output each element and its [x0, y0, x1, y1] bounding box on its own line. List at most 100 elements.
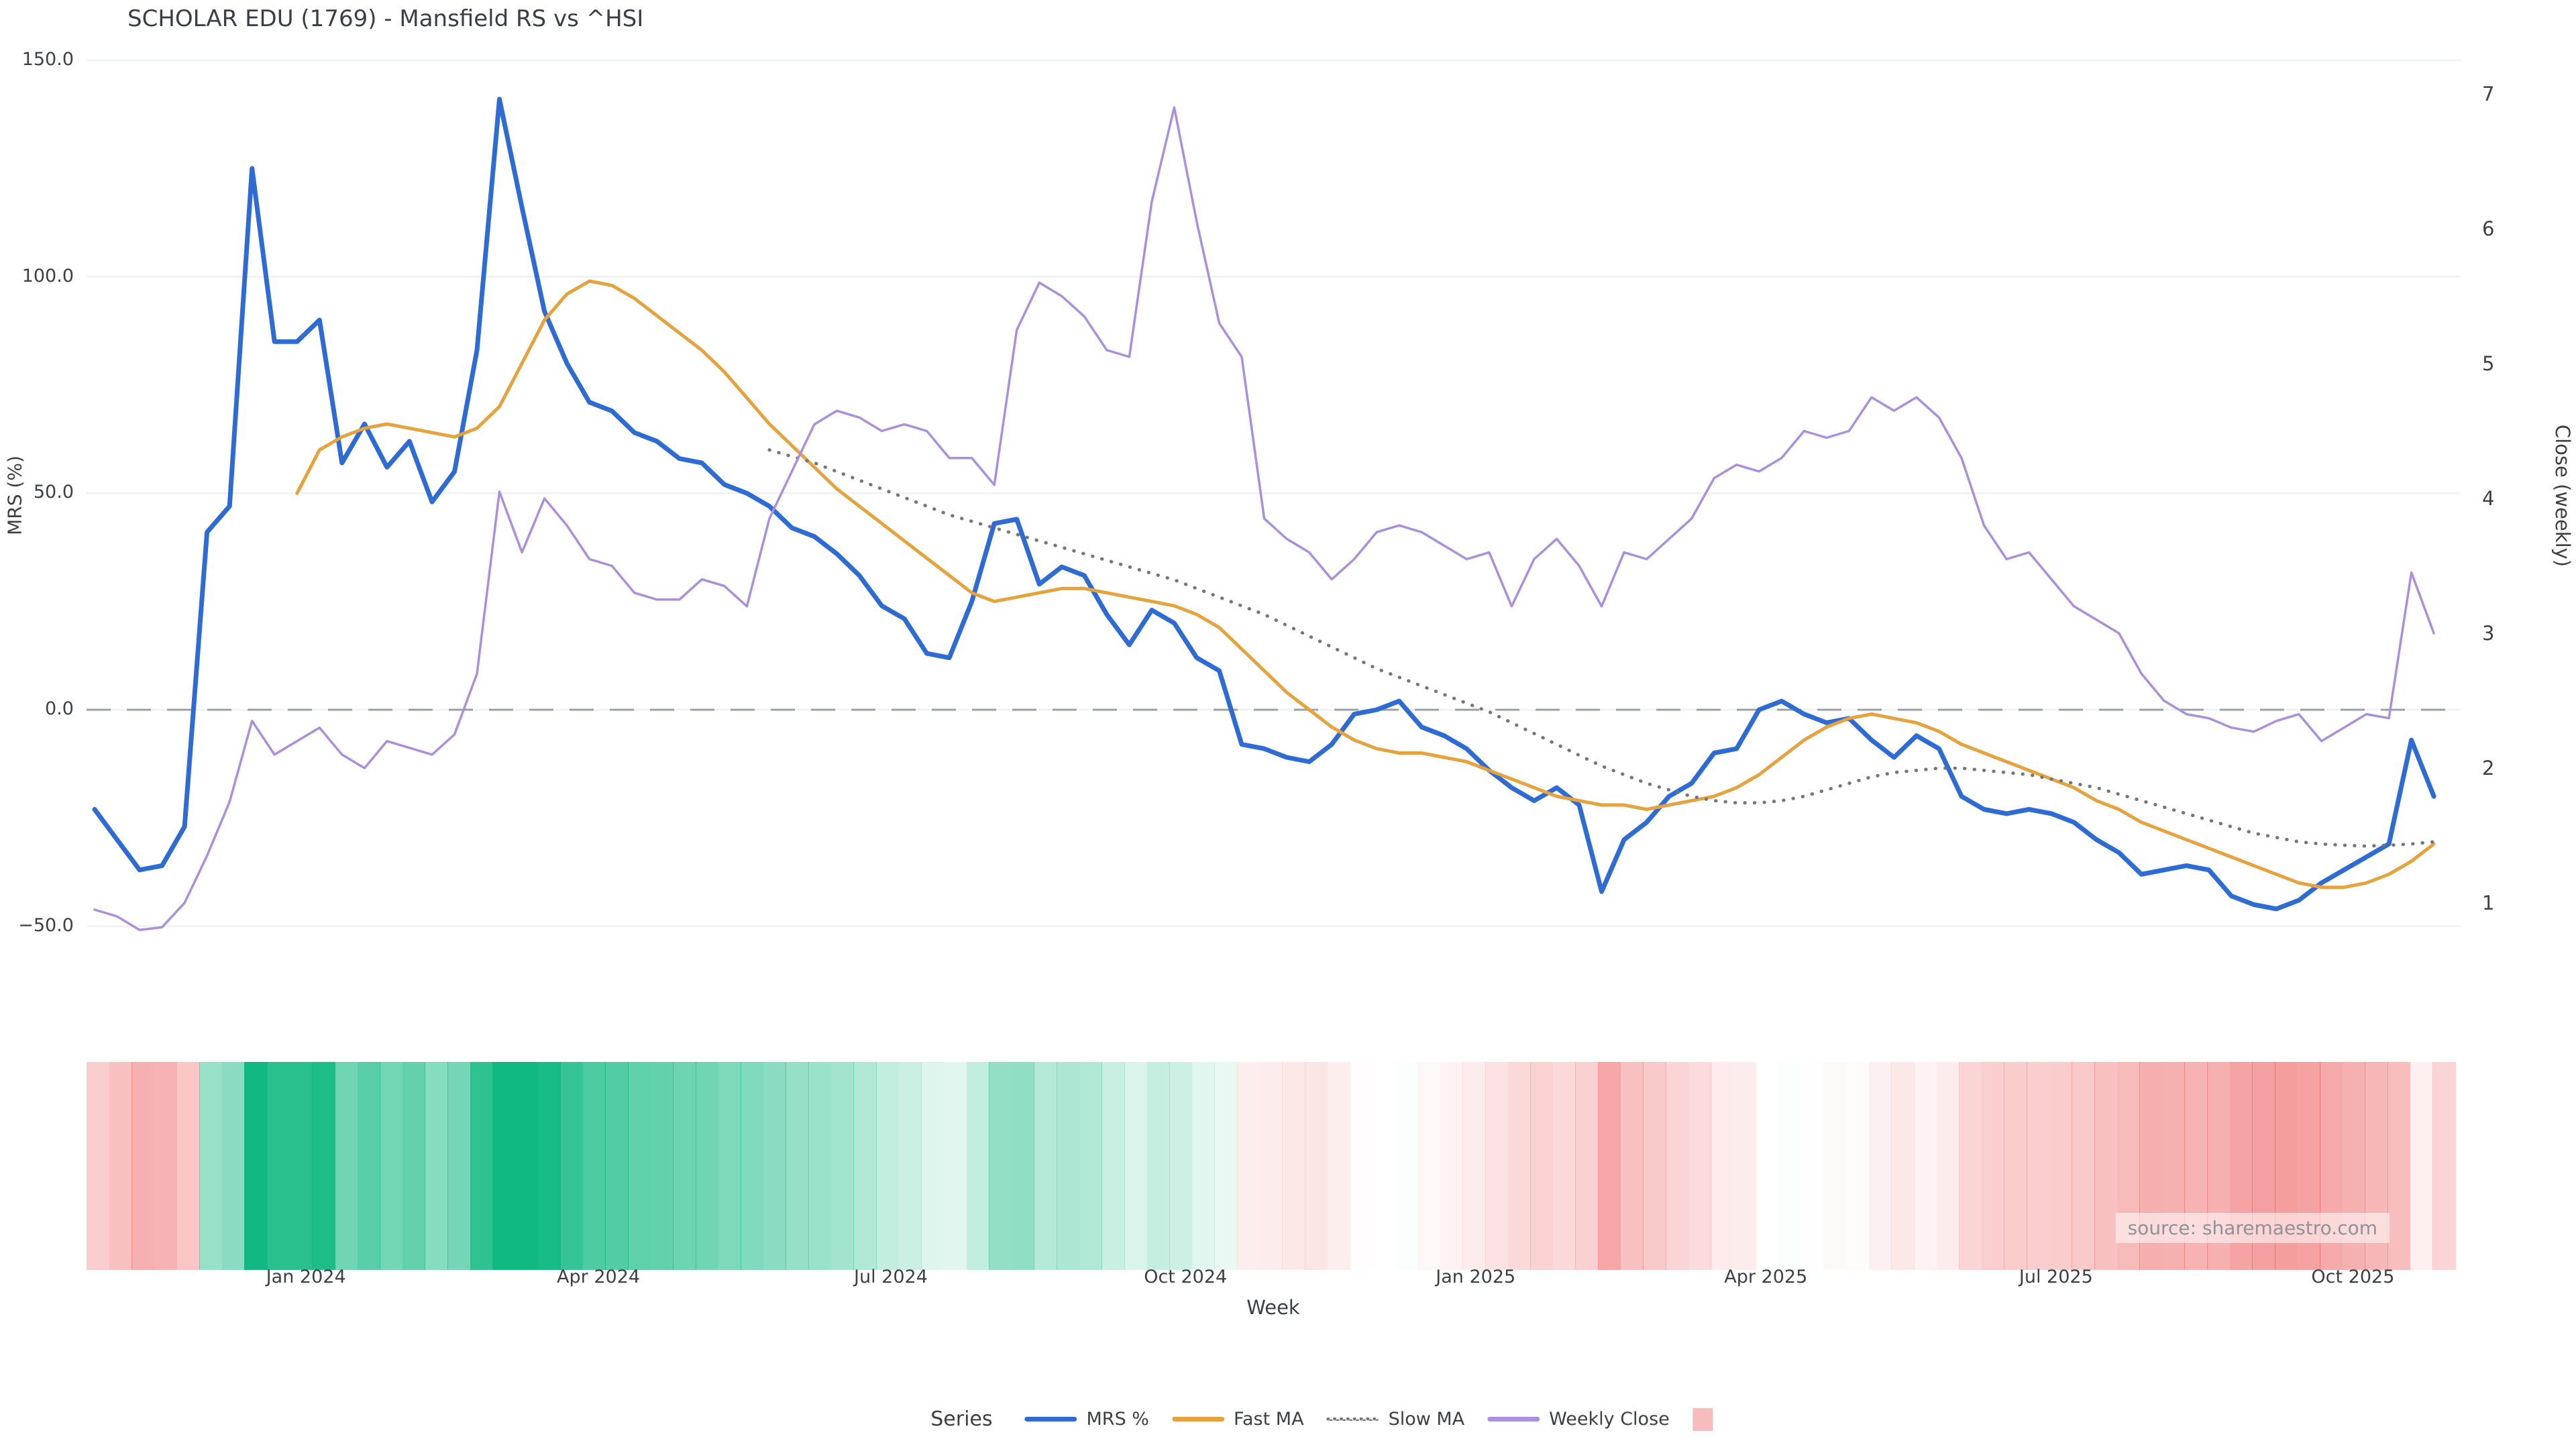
- heat-cell-week-86[interactable]: [2027, 1062, 2050, 1270]
- heat-cell-week-46[interactable]: [1124, 1062, 1148, 1270]
- heat-cell-week-33[interactable]: [830, 1062, 854, 1270]
- heat-cell-week-51[interactable]: [1237, 1062, 1260, 1270]
- heat-cell-week-34[interactable]: [853, 1062, 877, 1270]
- heat-cell-week-102[interactable]: [2387, 1062, 2411, 1270]
- heat-cell-week-103[interactable]: [2410, 1062, 2433, 1270]
- heat-cell-week-14[interactable]: [402, 1062, 426, 1270]
- heat-cell-week-84[interactable]: [1981, 1062, 2005, 1270]
- heat-cell-week-58[interactable]: [1395, 1062, 1417, 1270]
- heat-cell-week-37[interactable]: [921, 1062, 945, 1270]
- heat-cell-week-32[interactable]: [808, 1062, 832, 1270]
- heat-cell-week-65[interactable]: [1552, 1062, 1576, 1270]
- heat-cell-week-56[interactable]: [1350, 1062, 1373, 1270]
- heat-cell-week-55[interactable]: [1327, 1062, 1350, 1270]
- heat-cell-week-81[interactable]: [1913, 1062, 1937, 1270]
- heat-cell-week-54[interactable]: [1304, 1062, 1328, 1270]
- heat-cell-week-77[interactable]: [1823, 1062, 1847, 1270]
- heat-cell-week-67[interactable]: [1598, 1062, 1621, 1270]
- heat-cell-week-16[interactable]: [447, 1062, 471, 1270]
- heat-cell-week-62[interactable]: [1485, 1062, 1509, 1270]
- heat-cell-week-23[interactable]: [605, 1062, 629, 1270]
- heat-cell-week-1[interactable]: [109, 1062, 132, 1270]
- heat-cell-week-104[interactable]: [2432, 1062, 2456, 1270]
- heat-cell-week-73[interactable]: [1733, 1062, 1757, 1270]
- heat-cell-week-69[interactable]: [1643, 1062, 1666, 1270]
- weekly-close-line[interactable]: [93, 106, 2435, 931]
- heat-cell-week-79[interactable]: [1868, 1062, 1892, 1270]
- heat-cell-week-83[interactable]: [1959, 1062, 1982, 1270]
- heat-cell-week-75[interactable]: [1778, 1062, 1801, 1270]
- heat-cell-week-64[interactable]: [1530, 1062, 1554, 1270]
- heat-cell-week-44[interactable]: [1079, 1062, 1102, 1270]
- heat-cell-week-80[interactable]: [1891, 1062, 1915, 1270]
- heat-cell-week-89[interactable]: [2094, 1062, 2118, 1270]
- heat-cell-week-53[interactable]: [1282, 1062, 1305, 1270]
- heat-cell-week-0[interactable]: [87, 1062, 110, 1270]
- heat-cell-week-15[interactable]: [425, 1062, 448, 1270]
- heat-cell-week-57[interactable]: [1373, 1062, 1395, 1270]
- heat-cell-week-39[interactable]: [966, 1062, 989, 1270]
- heat-cell-week-29[interactable]: [741, 1062, 764, 1270]
- slow-ma-line[interactable]: [767, 448, 2436, 848]
- heat-cell-week-13[interactable]: [380, 1062, 403, 1270]
- heat-cell-week-78[interactable]: [1846, 1062, 1869, 1270]
- heat-cell-week-70[interactable]: [1666, 1062, 1689, 1270]
- heat-cell-week-22[interactable]: [582, 1062, 606, 1270]
- heat-cell-week-21[interactable]: [560, 1062, 584, 1270]
- heat-cell-week-7[interactable]: [244, 1062, 268, 1270]
- heat-cell-week-82[interactable]: [1936, 1062, 1960, 1270]
- heat-cell-week-66[interactable]: [1575, 1062, 1599, 1270]
- fast-ma-line[interactable]: [295, 279, 2436, 890]
- heat-cell-week-9[interactable]: [289, 1062, 313, 1270]
- heat-cell-week-6[interactable]: [221, 1062, 245, 1270]
- legend-entry-mrs-[interactable]: MRS %: [1024, 1409, 1149, 1430]
- heat-cell-week-38[interactable]: [943, 1062, 967, 1270]
- heat-cell-week-50[interactable]: [1214, 1062, 1238, 1270]
- heat-cell-week-3[interactable]: [154, 1062, 178, 1270]
- heat-cell-week-35[interactable]: [876, 1062, 900, 1270]
- heat-cell-week-71[interactable]: [1688, 1062, 1711, 1270]
- heat-cell-week-8[interactable]: [267, 1062, 290, 1270]
- heat-cell-week-18[interactable]: [492, 1062, 516, 1270]
- heat-cell-week-41[interactable]: [1011, 1062, 1034, 1270]
- heat-cell-week-72[interactable]: [1711, 1062, 1734, 1270]
- heat-cell-week-2[interactable]: [131, 1062, 155, 1270]
- heatmap-strip[interactable]: [87, 1062, 2456, 1270]
- heat-cell-week-85[interactable]: [2004, 1062, 2027, 1270]
- heat-cell-week-68[interactable]: [1620, 1062, 1644, 1270]
- heat-cell-week-76[interactable]: [1801, 1062, 1824, 1270]
- heat-cell-week-31[interactable]: [786, 1062, 809, 1270]
- heat-cell-week-74[interactable]: [1756, 1062, 1779, 1270]
- legend-entry-heat-swatch[interactable]: [1692, 1407, 1713, 1431]
- heat-cell-week-24[interactable]: [628, 1062, 651, 1270]
- heat-cell-week-87[interactable]: [2049, 1062, 2072, 1270]
- heat-cell-week-30[interactable]: [763, 1062, 787, 1270]
- legend-entry-weekly-close[interactable]: Weekly Close: [1487, 1409, 1670, 1430]
- heat-cell-week-59[interactable]: [1417, 1062, 1441, 1270]
- heat-cell-week-4[interactable]: [176, 1062, 200, 1270]
- heat-cell-week-26[interactable]: [673, 1062, 696, 1270]
- heat-cell-week-45[interactable]: [1102, 1062, 1125, 1270]
- heat-cell-week-47[interactable]: [1146, 1062, 1170, 1270]
- heat-cell-week-19[interactable]: [515, 1062, 539, 1270]
- heat-cell-week-11[interactable]: [334, 1062, 358, 1270]
- heat-cell-week-27[interactable]: [695, 1062, 719, 1270]
- heat-cell-week-25[interactable]: [650, 1062, 674, 1270]
- heat-cell-week-42[interactable]: [1034, 1062, 1057, 1270]
- heat-cell-week-36[interactable]: [898, 1062, 922, 1270]
- heat-cell-week-10[interactable]: [312, 1062, 335, 1270]
- heat-cell-week-49[interactable]: [1191, 1062, 1216, 1270]
- heat-cell-week-43[interactable]: [1057, 1062, 1080, 1270]
- heat-cell-week-48[interactable]: [1169, 1062, 1193, 1270]
- heat-cell-week-40[interactable]: [989, 1062, 1012, 1270]
- heat-cell-week-52[interactable]: [1259, 1062, 1283, 1270]
- heat-cell-week-17[interactable]: [470, 1062, 493, 1270]
- heat-cell-week-61[interactable]: [1462, 1062, 1486, 1270]
- legend-entry-slow-ma[interactable]: Slow MA: [1326, 1409, 1464, 1430]
- heat-cell-week-60[interactable]: [1440, 1062, 1463, 1270]
- heat-cell-week-5[interactable]: [199, 1062, 223, 1270]
- heat-cell-week-28[interactable]: [718, 1062, 741, 1270]
- legend-entry-fast-ma[interactable]: Fast MA: [1171, 1409, 1304, 1430]
- heat-cell-week-63[interactable]: [1507, 1062, 1531, 1270]
